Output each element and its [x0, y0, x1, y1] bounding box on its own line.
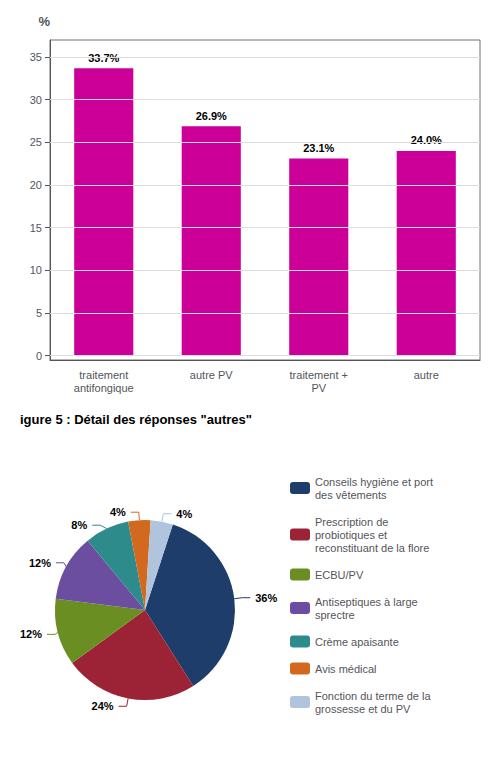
svg-text:4%: 4% — [110, 506, 126, 518]
svg-text:sprectre: sprectre — [315, 609, 355, 621]
svg-text:autre PV: autre PV — [190, 369, 233, 381]
svg-text:Crème apaisante: Crème apaisante — [315, 636, 399, 648]
svg-text:12%: 12% — [20, 628, 42, 640]
svg-text:igure 5 : Détail des réponses: igure 5 : Détail des réponses "autres" — [20, 412, 252, 427]
svg-text:Prescription de: Prescription de — [315, 516, 388, 528]
svg-text:5: 5 — [36, 307, 42, 319]
svg-text:24%: 24% — [92, 700, 114, 712]
svg-text:26.9%: 26.9% — [196, 110, 227, 122]
svg-text:0: 0 — [36, 350, 42, 362]
svg-text:probiotiques et: probiotiques et — [315, 529, 387, 541]
svg-text:4%: 4% — [176, 508, 192, 520]
svg-text:24.0%: 24.0% — [411, 134, 442, 146]
svg-text:30: 30 — [30, 94, 42, 106]
svg-text:35: 35 — [30, 51, 42, 63]
svg-text:%: % — [38, 14, 50, 29]
svg-text:36%: 36% — [255, 592, 277, 604]
svg-text:Fonction du terme de la: Fonction du terme de la — [315, 690, 431, 702]
svg-text:PV: PV — [311, 382, 326, 394]
svg-text:ECBU/PV: ECBU/PV — [315, 569, 364, 581]
svg-text:traitement +: traitement + — [290, 369, 348, 381]
svg-text:10: 10 — [30, 264, 42, 276]
svg-text:20: 20 — [30, 179, 42, 191]
svg-text:traitement: traitement — [79, 369, 128, 381]
svg-text:23.1%: 23.1% — [303, 142, 334, 154]
svg-text:grossesse et du PV: grossesse et du PV — [315, 703, 411, 715]
svg-text:Avis médical: Avis médical — [315, 663, 377, 675]
svg-text:8%: 8% — [71, 519, 87, 531]
svg-text:33.7%: 33.7% — [88, 51, 120, 64]
svg-text:reconstituant de la flore: reconstituant de la flore — [315, 542, 429, 554]
svg-text:antifongique: antifongique — [74, 382, 134, 394]
svg-text:25: 25 — [30, 136, 42, 148]
svg-text:des vêtements: des vêtements — [315, 489, 387, 501]
svg-text:15: 15 — [30, 222, 42, 234]
svg-text:Conseils hygiène et port: Conseils hygiène et port — [315, 476, 433, 488]
svg-text:Antiseptiques à large: Antiseptiques à large — [315, 596, 418, 608]
svg-text:autre: autre — [414, 369, 439, 381]
svg-text:12%: 12% — [29, 557, 51, 569]
